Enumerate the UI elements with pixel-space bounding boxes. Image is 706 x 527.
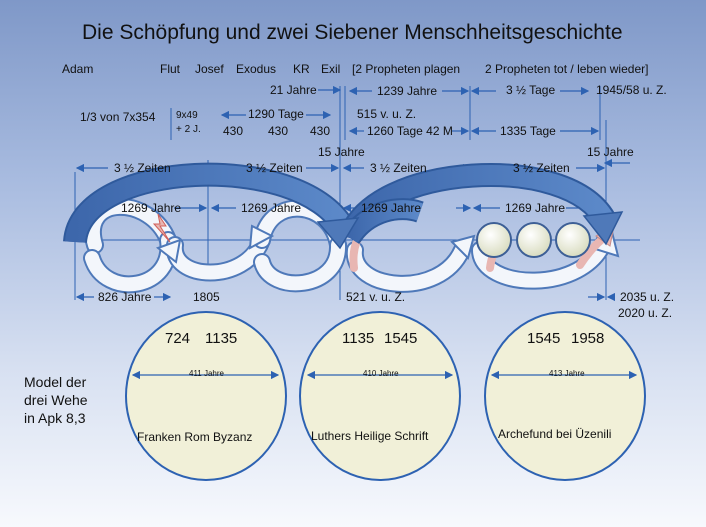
page-title: Die Schöpfung und zwei Siebener Menschhe… <box>82 21 623 44</box>
three-woe-balls <box>476 222 591 258</box>
span-430-b: 430 <box>268 124 289 138</box>
woe-3-year-end: 1958 <box>571 330 605 347</box>
lightning-icon <box>152 213 171 243</box>
model-label-line-1: Model der <box>24 374 87 390</box>
white-loop-arrows <box>83 197 614 294</box>
span-1335-tage: 1335 Tage <box>500 124 556 138</box>
date-1805: 1805 <box>193 290 220 304</box>
span-430-c: 430 <box>310 124 331 138</box>
model-label-line-2: drei Wehe <box>24 392 88 408</box>
woe-3-span: 413 Jahre <box>549 369 585 378</box>
woe-2-span: 410 Jahre <box>363 369 399 378</box>
woe-2-year-start: 1135 <box>342 330 375 347</box>
span-3-5-tage: 3 ½ Tage <box>506 83 556 97</box>
span-21-jahre: 21 Jahre <box>270 83 317 97</box>
epoch-kr: KR <box>293 62 310 76</box>
span-zeiten-1: 3 ½ Zeiten <box>114 161 171 175</box>
span-1269-d: 1269 Jahre <box>505 201 566 215</box>
span-zeiten-2: 3 ½ Zeiten <box>246 161 303 175</box>
blue-arrowheads <box>316 211 624 250</box>
woe-1-year-start: 724 <box>165 330 191 347</box>
epoch-exil: Exil <box>321 62 341 76</box>
date-2035-uz: 2035 u. Z. <box>620 290 675 304</box>
woe-1-span: 411 Jahre <box>189 369 224 378</box>
epoch-adam: Adam <box>62 62 94 76</box>
span-1269-a: 1269 Jahre <box>121 201 182 215</box>
span-zeiten-3: 3 ½ Zeiten <box>370 161 427 175</box>
span-plus-2j: + 2 J. <box>176 124 201 135</box>
date-2020-uz: 2020 u. Z. <box>618 306 673 320</box>
span-1269-b: 1269 Jahre <box>241 201 302 215</box>
span-1239-jahre: 1239 Jahre <box>377 84 438 98</box>
woe-1-label: Franken Rom Byzanz <box>137 430 253 444</box>
woe-2-label: Luthers Heilige Schrift <box>311 429 429 443</box>
span-15-jahre-a: 15 Jahre <box>318 145 365 159</box>
model-label-line-3: in Apk 8,3 <box>24 410 86 426</box>
date-515-vuz: 515 v. u. Z. <box>357 107 417 121</box>
span-zeiten-4: 3 ½ Zeiten <box>513 161 570 175</box>
span-826-jahre: 826 Jahre <box>98 290 152 304</box>
epoch-exodus: Exodus <box>236 62 277 76</box>
date-1945: 1945/58 u. Z. <box>596 83 667 97</box>
span-1260-tage: 1260 Tage 42 M <box>367 124 453 138</box>
epoch-propheten-plagen: [2 Propheten plagen <box>352 62 461 76</box>
epoch-flut: Flut <box>160 62 181 76</box>
blue-arc-arrows <box>63 162 617 245</box>
woe-1-year-end: 1135 <box>205 330 238 347</box>
span-1269-c: 1269 Jahre <box>361 201 422 215</box>
woe-circles <box>125 311 646 481</box>
woe-3-year-start: 1545 <box>527 330 561 347</box>
model-label: Model der drei Wehe in Apk 8,3 <box>24 373 88 427</box>
woe-3-label: Archefund bei Üzenili <box>498 427 612 441</box>
date-521-vuz: 521 v. u. Z. <box>346 290 406 304</box>
span-430-a: 430 <box>223 124 244 138</box>
woe-2-year-end: 1545 <box>384 330 418 347</box>
span-9x49: 9x49 <box>176 110 198 121</box>
span-drittel: 1/3 von 7x354 <box>80 110 156 124</box>
span-15-jahre-b: 15 Jahre <box>587 145 634 159</box>
epoch-josef: Josef <box>195 62 224 76</box>
span-1290-tage: 1290 Tage <box>248 107 304 121</box>
epoch-propheten-tot: 2 Propheten tot / leben wieder] <box>485 62 649 76</box>
